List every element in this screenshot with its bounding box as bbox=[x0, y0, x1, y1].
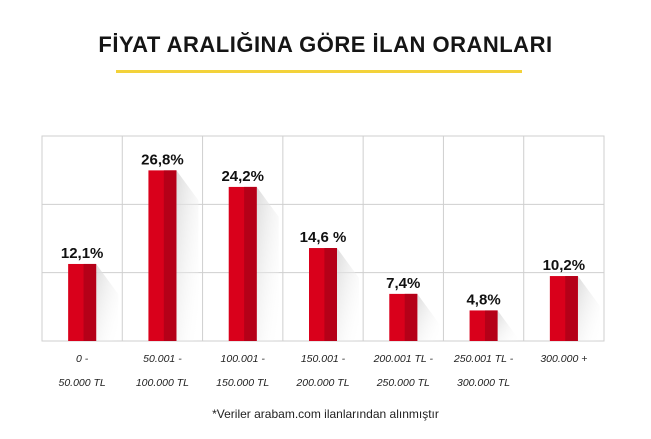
bar-shadow bbox=[96, 263, 119, 341]
bar-value-label: 14,6 % bbox=[300, 229, 347, 246]
bar-value-label: 24,2% bbox=[221, 168, 264, 185]
bars bbox=[68, 170, 578, 341]
x-tick-label: 150.000 TL bbox=[216, 377, 269, 389]
x-tick-label: 300.000 + bbox=[540, 353, 587, 365]
x-tick-label: 100.001 - bbox=[221, 353, 266, 365]
title-underline bbox=[116, 70, 522, 73]
x-axis-tick-labels: 0 - 50.000 TL 50.001 - 100.000 TL 100.001 - 1… bbox=[58, 353, 587, 389]
bar-shadow bbox=[337, 248, 359, 341]
x-tick-label: 200.001 TL - bbox=[373, 353, 434, 365]
bar-right-face bbox=[324, 248, 337, 341]
bar-right-face bbox=[83, 263, 97, 341]
bar-value-label: 12,1% bbox=[61, 245, 104, 262]
footnote: *Veriler arabam.com ilanlarından alınmış… bbox=[212, 407, 439, 421]
chart-title: FİYAT ARALIĞINA GÖRE İLAN ORANLARI bbox=[98, 32, 553, 57]
bar-value-label: 7,4% bbox=[386, 275, 420, 292]
bar-shadow bbox=[256, 186, 279, 341]
bar-shadow bbox=[417, 293, 440, 341]
bar-shadow bbox=[176, 170, 199, 341]
x-tick-label: 200.000 TL bbox=[295, 377, 349, 389]
bar-right-face bbox=[244, 186, 257, 341]
x-tick-label: 50.000 TL bbox=[58, 377, 105, 389]
bar-right-face bbox=[163, 170, 177, 341]
value-labels: 12,1% 26,8% 24,2% 14,6 % 7,4% 4,8% 10,2% bbox=[61, 151, 585, 308]
bar-right-face bbox=[565, 276, 578, 341]
bar-value-label: 4,8% bbox=[466, 291, 500, 308]
bar-shadow bbox=[577, 276, 600, 341]
x-tick-label: 50.001 - bbox=[143, 353, 182, 365]
bar-value-label: 26,8% bbox=[141, 151, 184, 168]
bar-right-face bbox=[484, 310, 498, 341]
x-tick-label: 250.000 TL bbox=[376, 377, 430, 389]
x-tick-label: 300.000 TL bbox=[457, 377, 510, 389]
bar-value-label: 10,2% bbox=[543, 257, 586, 274]
bar-right-face bbox=[404, 293, 418, 341]
x-tick-label: 150.001 - bbox=[301, 353, 346, 365]
x-tick-label: 100.000 TL bbox=[136, 377, 189, 389]
bar-shadow bbox=[497, 310, 520, 341]
x-tick-label: 0 - bbox=[76, 353, 89, 365]
x-tick-label: 250.001 TL - bbox=[453, 353, 514, 365]
bar-shadows bbox=[96, 170, 600, 341]
